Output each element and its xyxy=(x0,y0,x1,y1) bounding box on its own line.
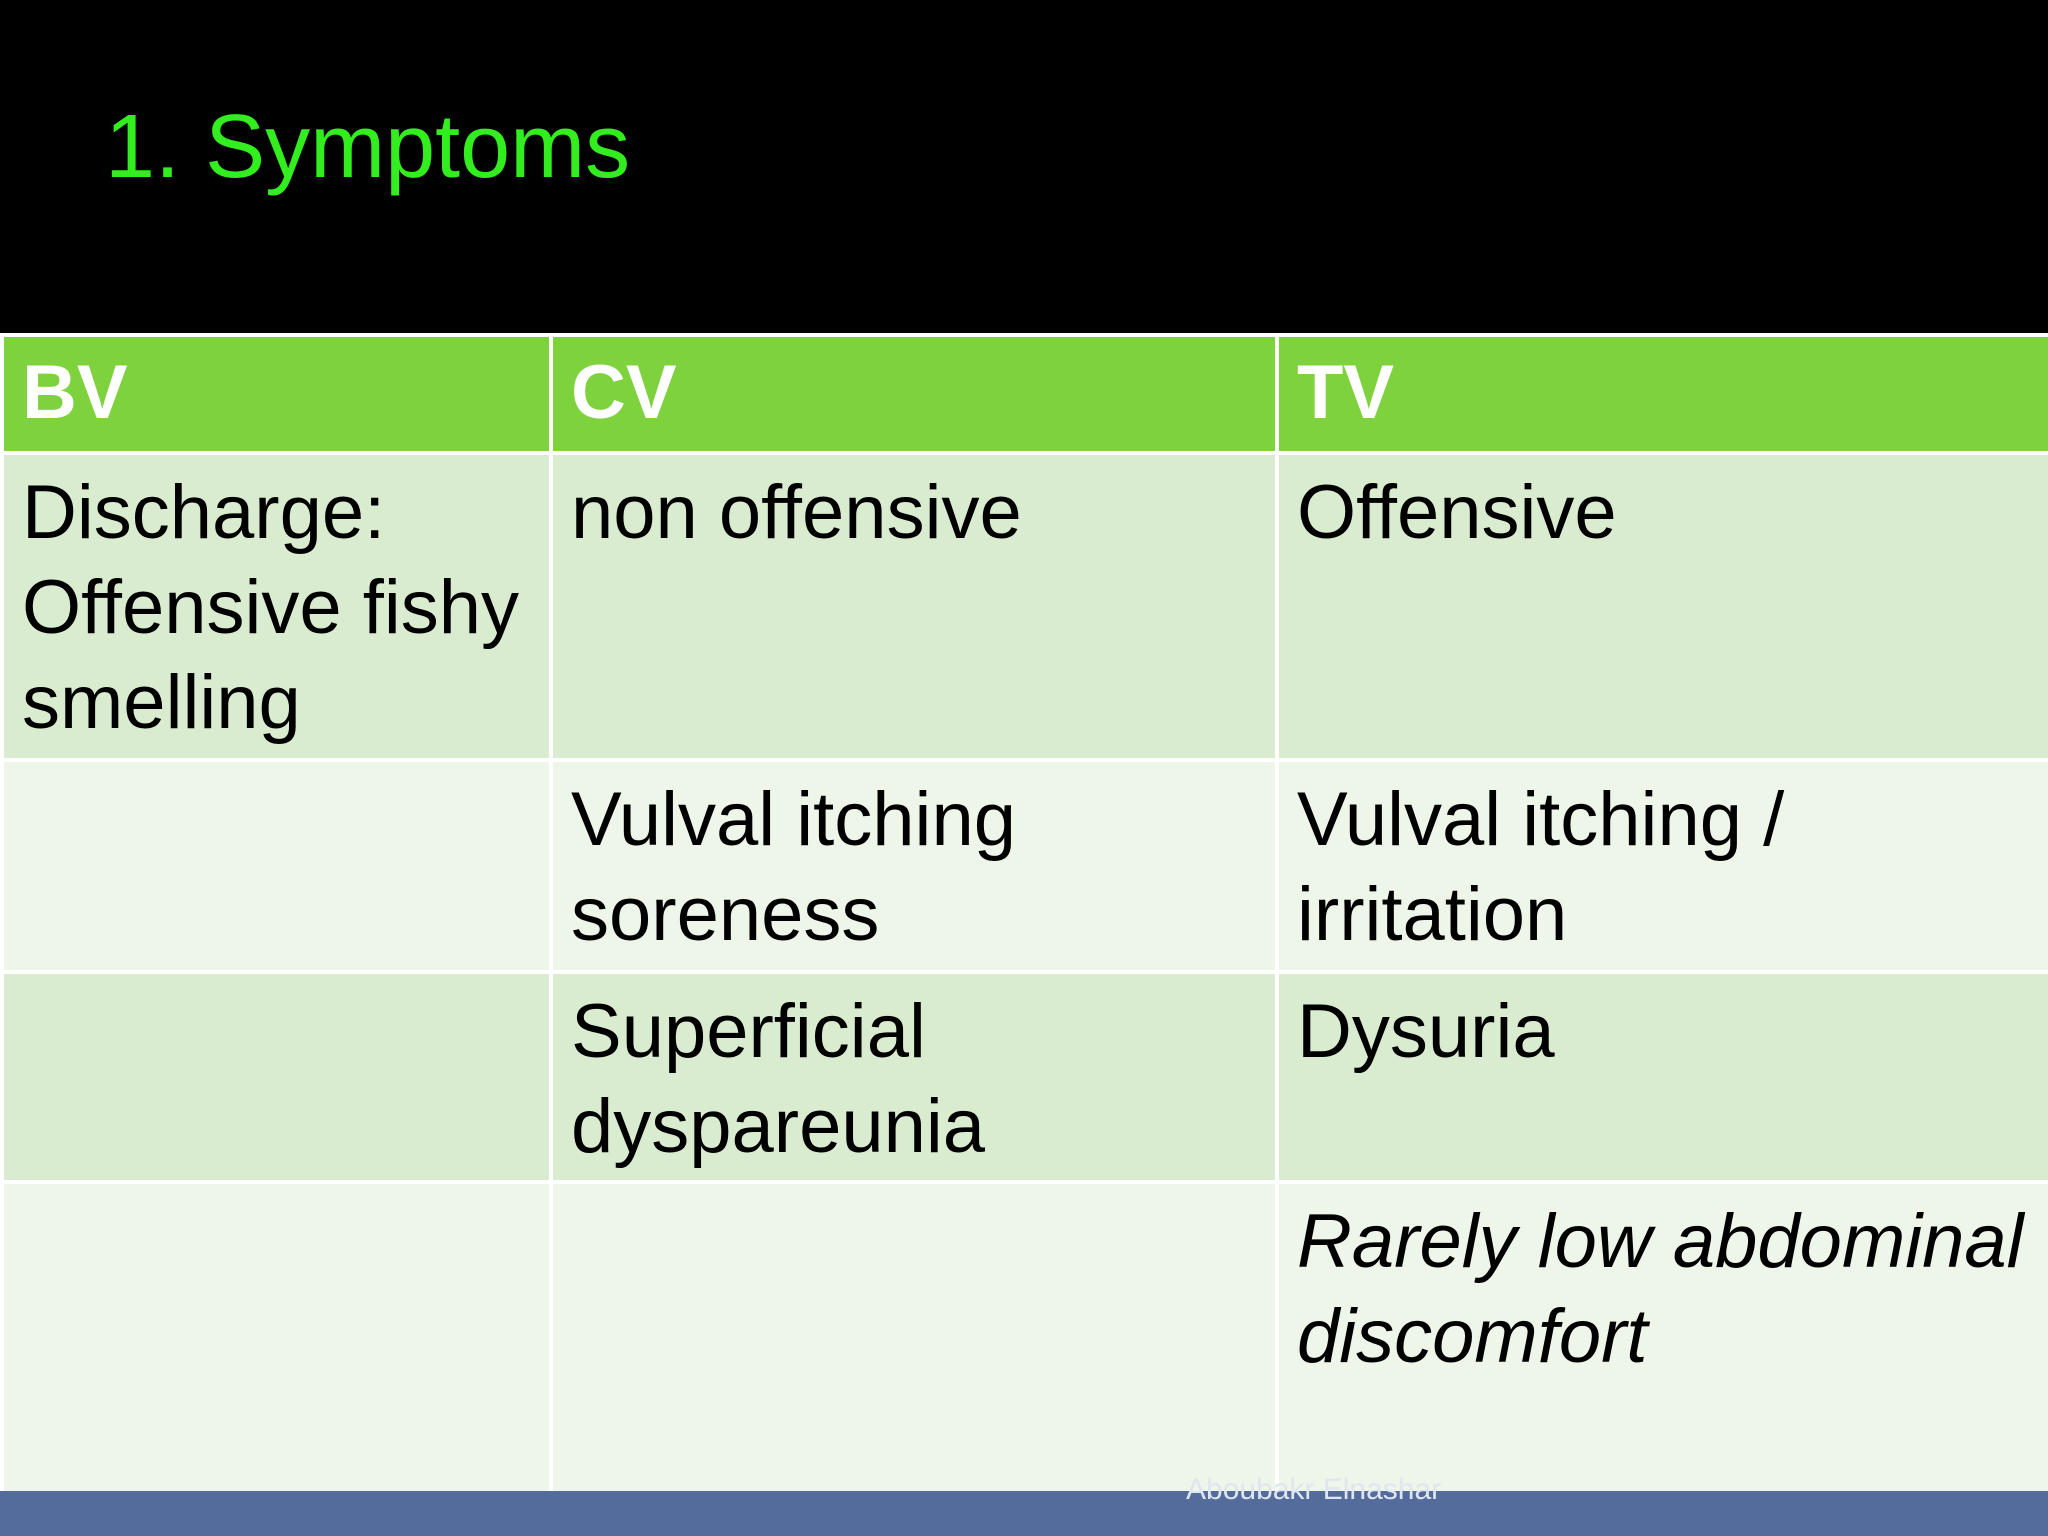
header-tv: TV xyxy=(1275,333,2048,455)
table-row: Discharge: Offensive fishy smelling non … xyxy=(0,451,2048,762)
table-header-row: BV CV TV xyxy=(0,333,2048,455)
cell-bv-abdominal xyxy=(0,1180,553,1495)
header-bv: BV xyxy=(0,333,553,455)
footer-author: Aboubakr Elnashar xyxy=(1186,1473,1442,1506)
cell-tv-discharge: Offensive xyxy=(1275,451,2048,762)
table-row: Rarely low abdominal discomfort xyxy=(0,1180,2048,1495)
cell-bv-discharge: Discharge: Offensive fishy smelling xyxy=(0,451,553,762)
cell-bv-dyspareunia xyxy=(0,970,553,1184)
table-row: Vulval itching soreness Vulval itching /… xyxy=(0,758,2048,974)
header-cv: CV xyxy=(549,333,1279,455)
table-row: Superficial dyspareunia Dysuria xyxy=(0,970,2048,1184)
footer-bar xyxy=(0,1491,2048,1536)
cell-cv-dyspareunia: Superficial dyspareunia xyxy=(549,970,1279,1184)
cell-bv-itching xyxy=(0,758,553,974)
cell-cv-abdominal xyxy=(549,1180,1279,1495)
symptoms-table: BV CV TV Discharge: Offensive fishy smel… xyxy=(0,333,2048,1495)
cell-tv-abdominal: Rarely low abdominal discomfort xyxy=(1275,1180,2048,1495)
cell-tv-dysuria: Dysuria xyxy=(1275,970,2048,1184)
cell-tv-itching: Vulval itching / irritation xyxy=(1275,758,2048,974)
slide-title: 1. Symptoms xyxy=(105,97,631,197)
cell-cv-itching: Vulval itching soreness xyxy=(549,758,1279,974)
cell-cv-discharge: non offensive xyxy=(549,451,1279,762)
